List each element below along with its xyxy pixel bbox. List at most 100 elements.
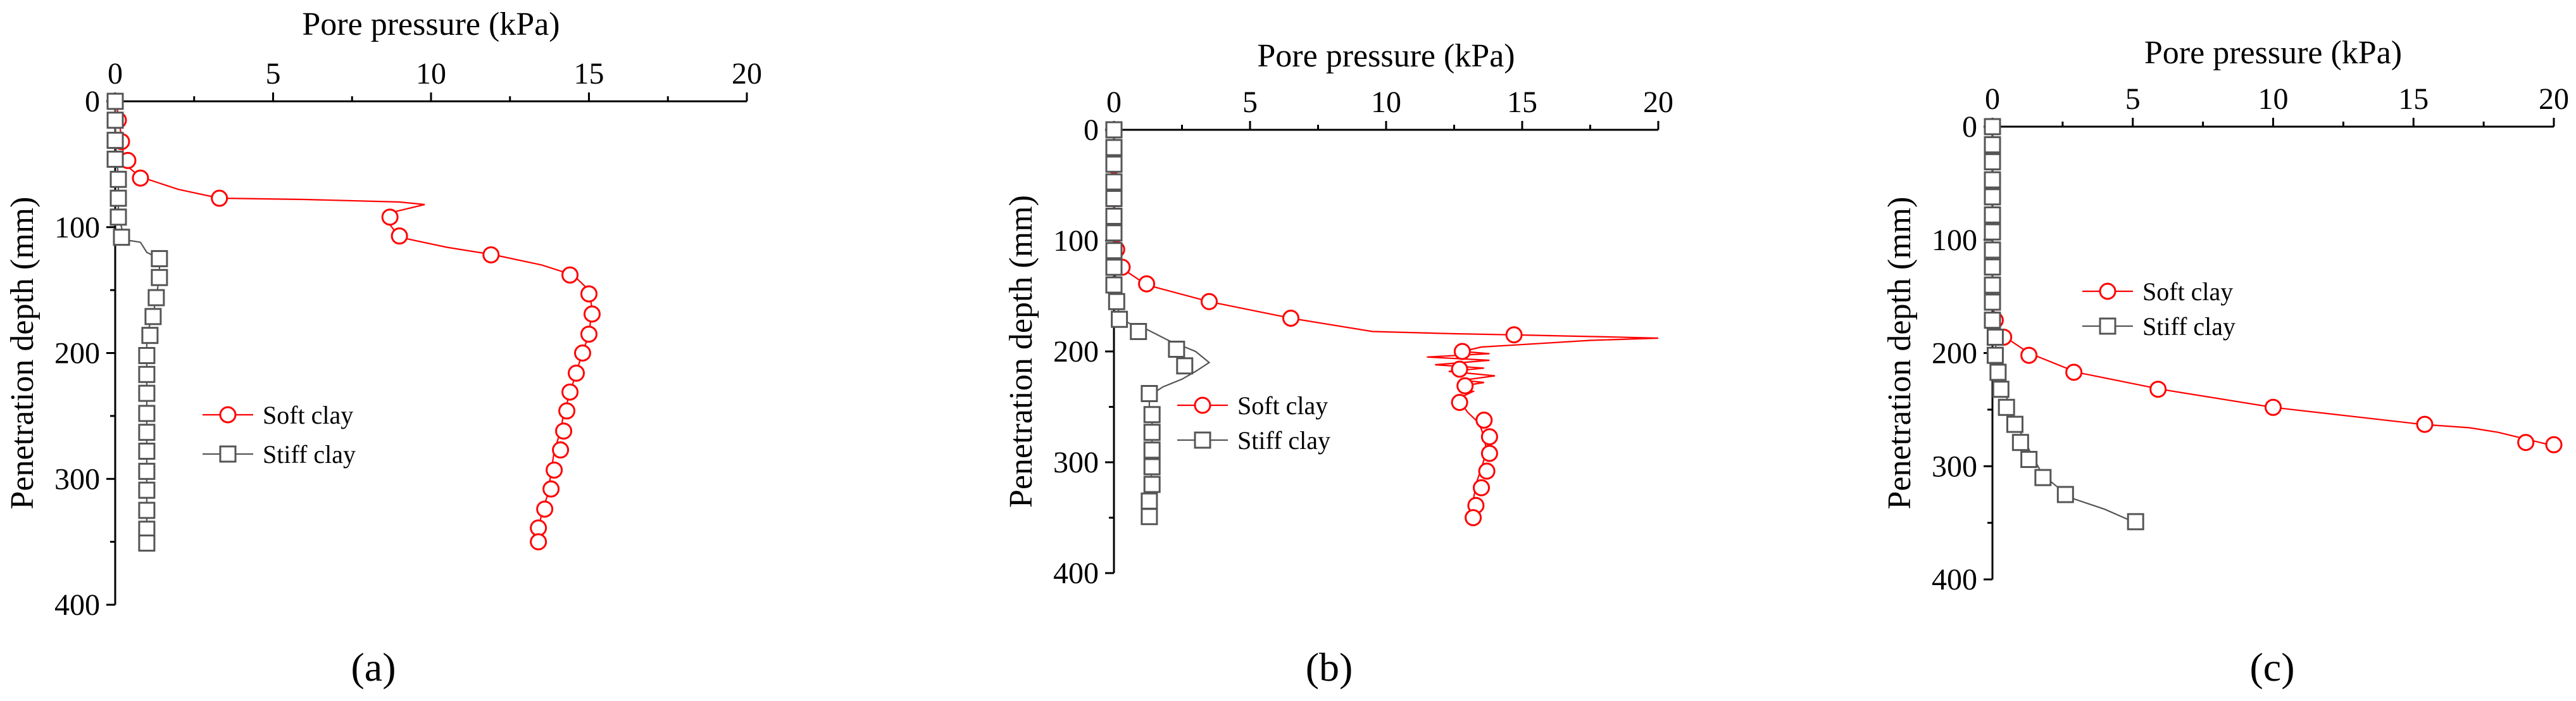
x-tick-label: 20 bbox=[1643, 85, 1673, 119]
data-point bbox=[109, 170, 127, 188]
data-point bbox=[530, 533, 547, 551]
data-point bbox=[1986, 328, 2004, 346]
x-tick-label: 0 bbox=[1985, 82, 2000, 116]
data-point bbox=[1465, 509, 1482, 526]
data-point bbox=[1984, 312, 2001, 329]
x-tick-label: 5 bbox=[266, 57, 281, 91]
y-tick-label: 100 bbox=[1932, 224, 1977, 257]
data-point bbox=[536, 500, 554, 518]
data-point bbox=[1143, 424, 1161, 441]
data-point bbox=[1105, 155, 1123, 173]
data-point bbox=[1989, 363, 2007, 381]
x-tick-label: 10 bbox=[2258, 82, 2289, 116]
data-point bbox=[2034, 469, 2052, 486]
data-point bbox=[1505, 326, 1523, 344]
data-point bbox=[558, 402, 576, 420]
legend-marker bbox=[219, 445, 237, 463]
legend-label: Soft clay bbox=[1237, 391, 1328, 420]
data-point bbox=[561, 266, 579, 284]
data-point bbox=[106, 150, 124, 168]
data-point bbox=[580, 325, 597, 343]
x-tick-label: 20 bbox=[732, 57, 762, 91]
series-stiff-clay bbox=[1105, 121, 1211, 526]
data-point bbox=[1105, 121, 1123, 139]
data-point bbox=[1453, 343, 1471, 360]
data-point bbox=[2545, 436, 2563, 453]
data-point bbox=[138, 405, 156, 422]
y-tick-label: 400 bbox=[1053, 557, 1099, 590]
data-point bbox=[1201, 293, 1218, 310]
data-point bbox=[138, 365, 156, 383]
data-point bbox=[2517, 434, 2535, 452]
y-tick-label: 400 bbox=[54, 588, 100, 622]
y-axis-title: Penetration depth (mm) bbox=[4, 197, 41, 510]
y-tick-label: 400 bbox=[1932, 563, 1977, 597]
data-point bbox=[1105, 208, 1123, 225]
data-point bbox=[1475, 412, 1493, 429]
data-point bbox=[555, 422, 573, 440]
data-point bbox=[381, 208, 399, 226]
x-tick-label: 0 bbox=[1106, 85, 1122, 119]
y-tick-label: 300 bbox=[1932, 450, 1977, 483]
series-line bbox=[114, 101, 593, 542]
x-tick-label: 20 bbox=[2539, 82, 2569, 116]
series-soft-clay bbox=[106, 92, 601, 551]
panel-label: (b) bbox=[1306, 645, 1353, 690]
data-point bbox=[2020, 346, 2038, 364]
data-point bbox=[138, 384, 156, 402]
panel-label: (a) bbox=[351, 645, 396, 690]
data-point bbox=[151, 268, 168, 286]
data-point bbox=[2056, 486, 2074, 503]
x-tick-label: 15 bbox=[574, 57, 604, 91]
data-point bbox=[1451, 394, 1468, 411]
data-point bbox=[138, 346, 156, 364]
y-tick-label: 0 bbox=[85, 85, 100, 118]
data-point bbox=[1998, 398, 2015, 416]
series-line bbox=[1991, 127, 2554, 447]
data-point bbox=[1456, 377, 1474, 395]
legend-marker bbox=[219, 406, 237, 424]
data-point bbox=[1984, 293, 2001, 311]
data-point bbox=[1473, 479, 1490, 496]
data-point bbox=[580, 285, 597, 303]
data-point bbox=[546, 461, 563, 479]
x-tick-label: 0 bbox=[108, 57, 123, 91]
data-point bbox=[2127, 513, 2144, 531]
data-point bbox=[1986, 346, 2004, 364]
legend-marker bbox=[2099, 317, 2116, 335]
data-point bbox=[1984, 118, 2001, 136]
y-tick-label: 200 bbox=[1932, 337, 1977, 370]
data-point bbox=[1984, 136, 2001, 154]
data-point bbox=[1480, 428, 1498, 446]
data-point bbox=[574, 344, 592, 362]
panel-label: (c) bbox=[2249, 645, 2294, 690]
data-point bbox=[1984, 241, 2001, 259]
data-point bbox=[1282, 310, 1299, 327]
y-tick-label: 300 bbox=[1053, 446, 1099, 479]
data-point bbox=[147, 289, 165, 306]
x-axis-title: Pore pressure (kPa) bbox=[2144, 35, 2402, 71]
data-point bbox=[113, 229, 130, 246]
legend-label: Stiff clay bbox=[1237, 426, 1330, 455]
legend-item: Soft clay bbox=[203, 401, 353, 429]
data-point bbox=[1138, 275, 1156, 293]
data-point bbox=[132, 169, 149, 187]
x-axis-title: Pore pressure (kPa) bbox=[302, 6, 560, 42]
data-point bbox=[109, 189, 127, 207]
data-point bbox=[1111, 310, 1129, 328]
data-point bbox=[1105, 190, 1123, 207]
series-stiff-clay bbox=[106, 92, 168, 552]
data-point bbox=[1984, 258, 2001, 276]
x-tick-label: 15 bbox=[2398, 82, 2429, 116]
data-point bbox=[106, 92, 124, 110]
data-point bbox=[2065, 363, 2083, 381]
legend-marker bbox=[1194, 396, 1211, 414]
series-soft-clay bbox=[1984, 118, 2563, 453]
legend-item: Stiff clay bbox=[2082, 312, 2235, 341]
series-line bbox=[1113, 130, 1659, 518]
y-tick-label: 100 bbox=[1053, 224, 1099, 258]
data-point bbox=[2149, 381, 2167, 398]
